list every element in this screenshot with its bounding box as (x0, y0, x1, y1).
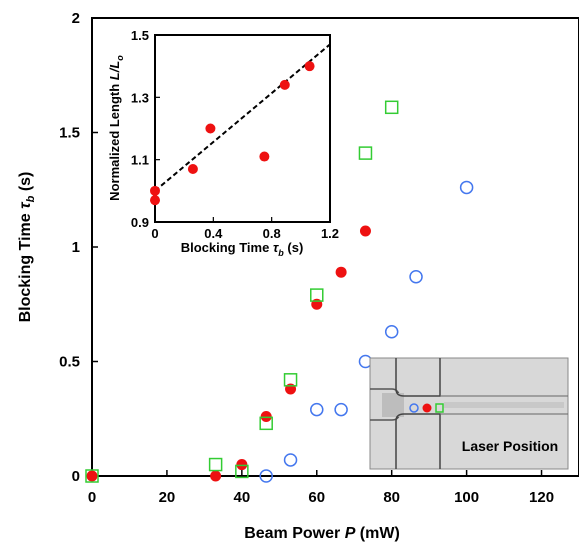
photo-label: Laser Position (462, 438, 558, 454)
inset-point (150, 185, 160, 196)
inset-plot: 0 0.4 0.8 1.2 0.9 1.1 1.3 1.5 Blocking Time τb … (103, 22, 356, 264)
series-2-point (259, 469, 273, 483)
y-tick-label: 2 (72, 10, 80, 27)
series-0-point (260, 410, 272, 422)
inset-x-axis-label: Blocking Time τb (s) (181, 240, 304, 258)
main-axis-ticks: 0 20 40 60 80 100 120 0 0.5 1 1.5 2 (59, 10, 554, 506)
inset-data-points (150, 61, 315, 206)
inset-point (150, 195, 160, 206)
y-tick-label: 1.5 (59, 125, 80, 142)
series-1-point (310, 288, 324, 302)
inset-y-tick-label: 1.5 (131, 28, 149, 43)
series-2-point (409, 270, 423, 284)
series-2-point (459, 180, 474, 195)
main-plot: 0 20 40 60 80 100 120 0 0.5 1 1.5 2 (59, 10, 579, 506)
inset-x-tick-label: 1.2 (321, 226, 339, 241)
main-x-axis-label: Beam Power P (mW) (244, 525, 400, 542)
inset-x-tick-label: 0.8 (263, 226, 281, 241)
inset-y-tick-label: 1.3 (131, 90, 149, 105)
x-tick-label: 0 (88, 489, 96, 506)
x-tick-label: 80 (383, 489, 400, 506)
series-2-point (334, 402, 348, 417)
x-tick-label: 100 (454, 489, 479, 506)
laser-position-photo: Laser Position (369, 357, 569, 470)
inset-point (187, 164, 198, 175)
inset-y-tick-label: 1.1 (131, 153, 149, 168)
series-2-point (283, 453, 298, 467)
main-data-points (85, 100, 474, 483)
series-1-point (384, 100, 399, 115)
main-y-axis-label: Blocking Time τb (s) (17, 172, 37, 323)
series-1-point (235, 464, 249, 479)
series-2-point (310, 402, 324, 417)
series-2-point (384, 324, 399, 339)
inset-point (259, 151, 270, 162)
y-tick-label: 1 (72, 239, 80, 256)
series-1-point (208, 457, 223, 472)
droplet-stream (444, 402, 564, 408)
inset-axis-ticks: 0 0.4 0.8 1.2 0.9 1.1 1.3 1.5 (131, 28, 339, 241)
inset-y-axis-label: Normalized Length L/Lo (107, 55, 125, 201)
x-tick-label: 120 (529, 489, 554, 506)
x-tick-label: 40 (234, 489, 251, 506)
series-0-point (335, 266, 347, 278)
channel-walls (395, 358, 441, 469)
series-1-point (283, 373, 298, 387)
channel-right (440, 395, 568, 415)
series-0-point (236, 459, 248, 471)
x-tick-label: 20 (159, 489, 176, 506)
inset-x-tick-label: 0 (151, 226, 158, 241)
y-tick-label: 0.5 (59, 354, 80, 371)
inset-point (304, 61, 315, 72)
inset-plot-background (103, 22, 356, 264)
fit-line (154, 43, 331, 192)
series-0-point (210, 470, 222, 482)
y-tick-label: 0 (72, 468, 80, 485)
channel-neck (382, 393, 404, 417)
series-1-point (85, 469, 99, 483)
laser-position-red-marker (422, 403, 432, 413)
inset-fit-line (154, 43, 331, 192)
x-tick-label: 60 (308, 489, 325, 506)
series-1-point (259, 416, 273, 431)
series-1-point (358, 146, 373, 160)
inset-x-tick-label: 0.4 (204, 226, 223, 241)
inset-y-tick-label: 0.9 (131, 215, 149, 230)
laser-position-green-marker (435, 403, 444, 413)
series-0-point (359, 225, 371, 237)
series-0-point (86, 470, 98, 482)
inset-point (205, 123, 216, 134)
inset-point (279, 79, 290, 90)
laser-position-blue-marker (409, 403, 419, 413)
inset-plot-frame (154, 34, 331, 223)
